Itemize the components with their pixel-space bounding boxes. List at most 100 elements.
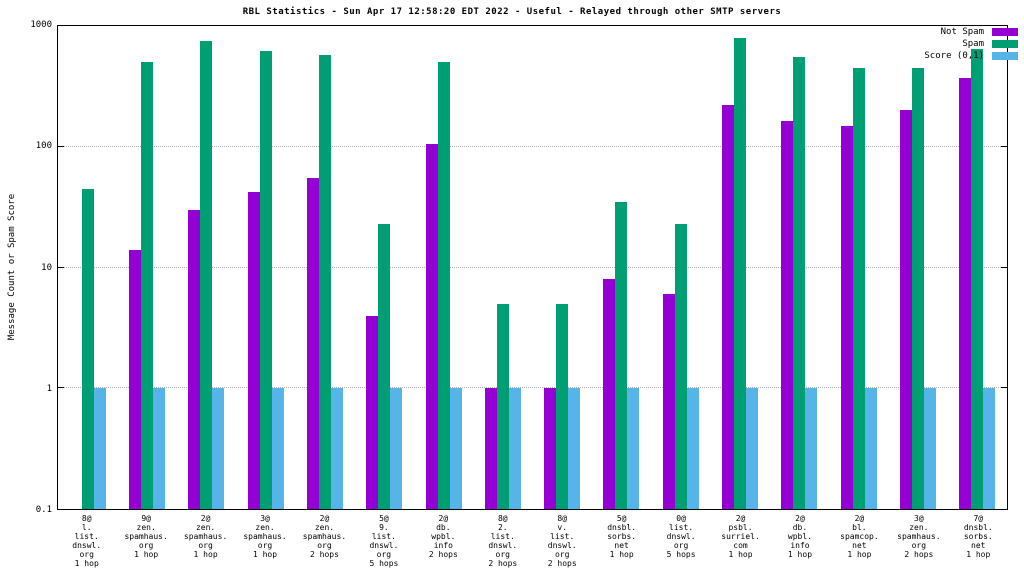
x-tick-label: 2@ db. wpbl. info 1 hop [787, 514, 813, 559]
bar-spam [971, 48, 984, 509]
bar-spam [200, 41, 213, 509]
bar-spam [437, 62, 450, 509]
bar-score-0-1- [152, 388, 165, 509]
bar-group [710, 26, 769, 509]
bar-not-spam [247, 192, 260, 509]
gridline [58, 145, 1007, 147]
y-tick-label: 1000 [30, 20, 52, 30]
bar-score-0-1- [924, 388, 937, 509]
x-tick-label: 2@ db. wpbl. info 2 hops [428, 514, 458, 559]
x-tick-label: 8@ v. list. dnswl. org 2 hops [547, 514, 577, 568]
bar-spam [259, 51, 272, 509]
bar-spam [615, 201, 628, 509]
x-tick-label: 8@ l. list. dnswl. org 1 hop [72, 514, 102, 568]
bar-group [414, 26, 473, 509]
bar-not-spam [662, 294, 675, 509]
bar-group [177, 26, 236, 509]
bar-not-spam [188, 209, 201, 509]
bar-score-0-1- [330, 388, 343, 509]
bar-spam [496, 303, 509, 509]
bar-score-0-1- [390, 388, 403, 509]
x-tick-label: 5@ dnsbl. sorbs. net 1 hop [607, 514, 637, 559]
x-tick-label: 2@ bl. spamcop. net 1 hop [840, 514, 879, 559]
bars [58, 26, 1007, 509]
legend-swatch [992, 40, 1018, 48]
plot-area [57, 25, 1008, 510]
bar-score-0-1- [212, 388, 225, 509]
x-axis-labels: 8@ l. list. dnswl. org 1 hop 9@ zen. spamhaus. or… [57, 514, 1008, 568]
chart-title: RBL Statistics - Sun Apr 17 12:58:20 EDT… [242, 7, 782, 17]
bar-score-0-1- [746, 388, 759, 509]
bar-group [355, 26, 414, 509]
bar-score-0-1- [627, 388, 640, 509]
bar-score-0-1- [93, 388, 106, 509]
bar-not-spam [840, 125, 853, 509]
tick-mark [58, 387, 64, 389]
bar-group [829, 26, 888, 509]
bar-group [117, 26, 176, 509]
bar-spam [674, 223, 687, 509]
bar-not-spam [959, 78, 972, 509]
bar-not-spam [781, 120, 794, 509]
x-tick-label: 3@ zen. spamhaus. org 1 hop [243, 514, 287, 559]
bar-group [473, 26, 532, 509]
x-tick-label: 9@ zen. spamhaus. org 1 hop [124, 514, 168, 559]
legend-item: Not Spam [924, 26, 1018, 38]
y-tick-label: 0.1 [35, 505, 52, 515]
legend-item: Spam [924, 38, 1018, 50]
bar-not-spam [306, 178, 319, 509]
bar-not-spam [603, 279, 616, 509]
bar-score-0-1- [805, 388, 818, 509]
bar-not-spam [484, 388, 497, 509]
y-tick-label: 100 [35, 141, 52, 152]
bar-not-spam [544, 388, 557, 509]
bar-spam [140, 62, 153, 509]
x-tick-label: 7@ dnsbl. sorbs. net 1 hop [963, 514, 993, 559]
bar-score-0-1- [983, 388, 996, 509]
bar-group [948, 26, 1007, 509]
bar-score-0-1- [864, 388, 877, 509]
tick-mark [1001, 387, 1007, 389]
legend-swatch [992, 28, 1018, 36]
bar-spam [734, 37, 747, 509]
x-tick-label: 3@ zen. spamhaus. org 2 hops [897, 514, 941, 559]
bar-spam [852, 67, 865, 509]
bar-not-spam [900, 110, 913, 509]
x-tick-label: 8@ 2. list. dnswl. org 2 hops [488, 514, 518, 568]
bar-score-0-1- [686, 388, 699, 509]
bar-spam [556, 303, 569, 509]
bar-score-0-1- [449, 388, 462, 509]
bar-group [236, 26, 295, 509]
bar-spam [793, 57, 806, 509]
tick-mark [1001, 266, 1007, 268]
x-tick-label: 5@ 9. list. dnswl. org 5 hops [369, 514, 399, 568]
bar-score-0-1- [508, 388, 521, 509]
gridline [58, 266, 1007, 268]
gridline [58, 387, 1007, 389]
legend-label: Spam [962, 39, 984, 49]
tick-mark [1001, 145, 1007, 147]
bar-not-spam [722, 105, 735, 509]
bar-group [592, 26, 651, 509]
bar-group [58, 26, 117, 509]
bar-group [651, 26, 710, 509]
legend-item: Score (0,1) [924, 50, 1018, 62]
bar-group [295, 26, 354, 509]
bar-group [770, 26, 829, 509]
bar-score-0-1- [568, 388, 581, 509]
legend-label: Score (0,1) [924, 51, 984, 61]
bar-not-spam [128, 249, 141, 509]
bar-group [888, 26, 947, 509]
x-tick-label: 2@ zen. spamhaus. org 1 hop [183, 514, 228, 559]
bar-not-spam [366, 315, 379, 509]
x-tick-label: 0@ list. dnswl. org 5 hops [666, 514, 696, 559]
x-tick-label: 2@ zen. spamhaus. org 2 hops [302, 514, 347, 559]
bar-group [533, 26, 592, 509]
legend: Not Spam Spam Score (0,1) [924, 26, 1018, 62]
bar-spam [81, 188, 94, 509]
bar-spam [318, 54, 331, 509]
bar-score-0-1- [271, 388, 284, 509]
y-tick-label: 1 [46, 383, 52, 394]
legend-swatch [992, 52, 1018, 60]
